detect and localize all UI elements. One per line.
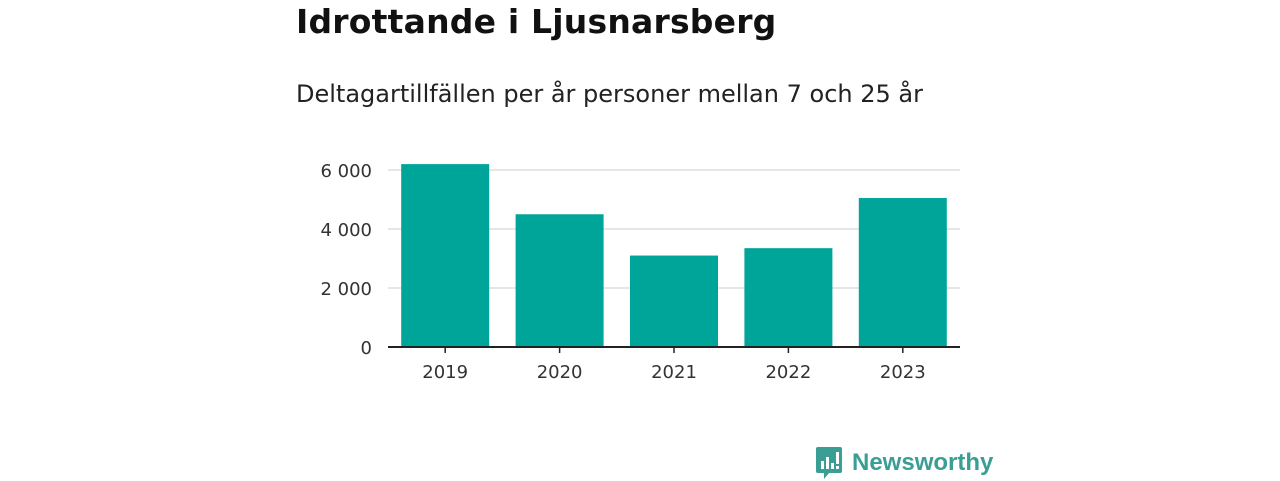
y-tick-label: 6 000 xyxy=(320,161,372,182)
bars xyxy=(401,164,947,347)
bar-2019 xyxy=(401,164,490,347)
bar-2020 xyxy=(515,214,604,347)
y-tick-label: 2 000 xyxy=(320,279,372,300)
chart-subtitle: Deltagartillfällen per år personer mella… xyxy=(296,80,923,108)
x-tick-label: 2022 xyxy=(765,362,811,383)
brand-logo: Newsworthy xyxy=(815,445,993,481)
y-tick-label: 4 000 xyxy=(320,220,372,241)
newsworthy-logo-icon xyxy=(816,447,842,479)
x-tick-label: 2020 xyxy=(537,362,583,383)
x-tick-label: 2019 xyxy=(422,362,468,383)
chart-title: Idrottande i Ljusnarsberg xyxy=(296,2,777,41)
bar-2022 xyxy=(744,248,833,347)
brand-name: Newsworthy xyxy=(852,449,994,476)
y-axis-tick-labels: 0 2 000 4 000 6 000 xyxy=(320,161,372,359)
x-tick-label: 2023 xyxy=(880,362,926,383)
y-tick-label: 0 xyxy=(361,338,372,359)
x-axis xyxy=(388,346,960,353)
bar-2023 xyxy=(858,198,947,347)
x-tick-label: 2021 xyxy=(651,362,697,383)
bar-2021 xyxy=(630,255,718,347)
x-axis-tick-labels: 2019 2020 2021 2022 2023 xyxy=(422,362,925,383)
